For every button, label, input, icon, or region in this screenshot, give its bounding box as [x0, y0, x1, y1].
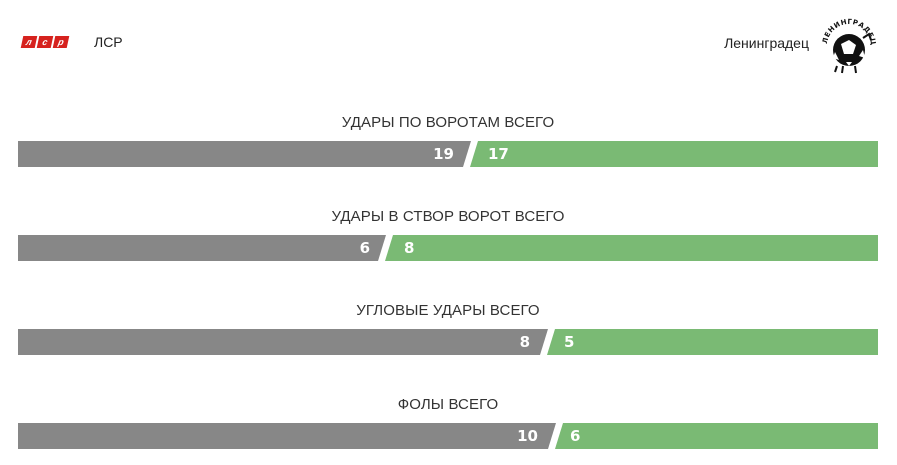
stat-corners: УГЛОВЫЕ УДАРЫ ВСЕГО 8 5	[18, 301, 878, 355]
home-team: л с р ЛСР	[20, 22, 123, 62]
home-value: 8	[519, 333, 530, 351]
stat-bar: 8 5	[18, 329, 878, 355]
away-value: 6	[570, 427, 581, 445]
home-bar	[18, 423, 556, 449]
home-bar	[18, 329, 548, 355]
stat-title: УДАРЫ В СТВОР ВОРОТ ВСЕГО	[331, 208, 565, 225]
home-value: 19	[433, 145, 454, 163]
stat-shots-total: УДАРЫ ПО ВОРОТАМ ВСЕГО 19 17	[18, 113, 878, 167]
home-team-logo: л с р	[20, 36, 70, 48]
away-value: 17	[488, 145, 509, 163]
stat-title: УГЛОВЫЕ УДАРЫ ВСЕГО	[356, 302, 540, 319]
home-bar	[18, 141, 471, 167]
stat-title: УДАРЫ ПО ВОРОТАМ ВСЕГО	[341, 114, 555, 131]
stat-fouls: ФОЛЫ ВСЕГО 10 6	[18, 395, 878, 449]
away-bar	[547, 329, 878, 355]
away-value: 8	[404, 239, 415, 257]
away-team-name: Ленинградец	[724, 35, 809, 51]
away-bar	[385, 235, 878, 261]
stat-bar: 19 17	[18, 141, 878, 167]
away-bar	[470, 141, 878, 167]
stat-shots-on-target: УДАРЫ В СТВОР ВОРОТ ВСЕГО 6 8	[18, 207, 878, 261]
away-team: Ленинградец ЛЕНИНГРАДЕЦ	[724, 8, 879, 78]
away-team-logo: ЛЕНИНГРАДЕЦ	[821, 18, 877, 74]
home-team-name: ЛСР	[94, 34, 123, 50]
stat-bar: 10 6	[18, 423, 878, 449]
away-value: 5	[564, 333, 575, 351]
home-value: 6	[359, 239, 370, 257]
away-bar	[555, 423, 878, 449]
stat-title: ФОЛЫ ВСЕГО	[397, 396, 499, 413]
home-bar	[18, 235, 386, 261]
stat-bar: 6 8	[18, 235, 878, 261]
home-value: 10	[517, 427, 538, 445]
